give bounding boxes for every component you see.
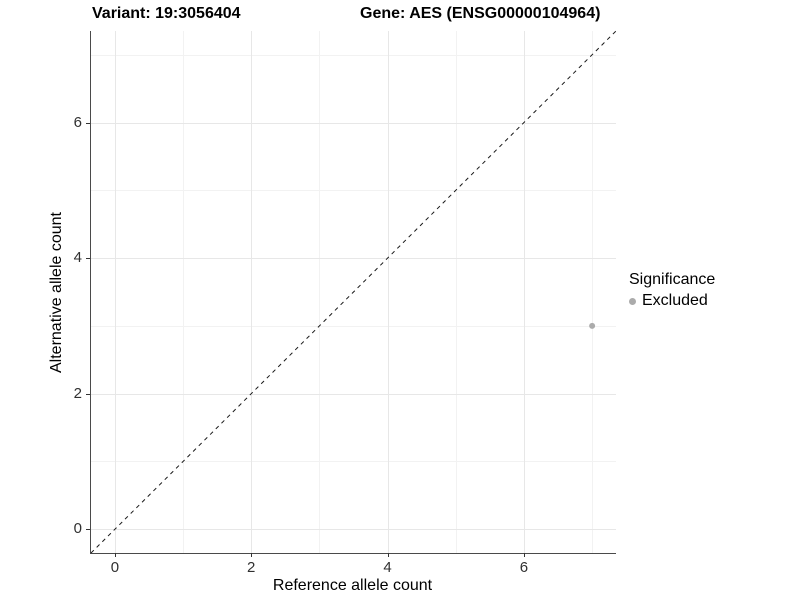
page-title-variant: Variant: 19:3056404: [92, 5, 241, 22]
legend-key-dot: [629, 297, 636, 305]
gridline-y-major: [91, 258, 616, 260]
y-axis-tick: [86, 529, 90, 531]
x-axis-tick-label: 4: [383, 559, 392, 576]
data-point: [589, 322, 596, 329]
gridline-x-minor: [455, 31, 457, 553]
x-axis-tick-label: 6: [519, 559, 529, 576]
y-axis-tick: [86, 393, 90, 395]
gridline-x-major: [114, 31, 116, 553]
y-axis-tick-label: 2: [73, 384, 82, 402]
y-axis-tick: [86, 258, 90, 260]
x-axis-tick: [251, 553, 253, 557]
x-axis-title: Reference allele count: [272, 577, 433, 594]
y-axis-tick-label: 6: [73, 113, 82, 131]
x-axis-tick: [387, 553, 389, 557]
y-axis-title-text: Alternative allele count: [48, 211, 65, 373]
legend-title: Significance: [629, 271, 716, 288]
legend-item: Excluded: [629, 292, 715, 310]
gridline-y-major: [91, 122, 616, 124]
legend-item-label: Excluded: [642, 292, 708, 309]
gridline-y-minor: [91, 54, 616, 56]
page-title-gene: Gene: AES (ENSG00000104964): [360, 5, 601, 22]
x-axis-tick: [114, 553, 116, 557]
gridline-x-major: [251, 31, 253, 553]
gridline-x-major: [387, 31, 389, 553]
gridline-x-minor: [592, 31, 594, 553]
y-axis-title: Alternative allele count: [46, 31, 68, 553]
gridline-y-minor: [91, 461, 616, 463]
x-axis-tick-label: 0: [110, 559, 120, 576]
identity-line: [90, 30, 617, 554]
gridline-x-minor: [319, 31, 321, 553]
legend: Significance Excluded: [629, 271, 715, 310]
y-axis-tick-label: 4: [73, 249, 82, 267]
chart-canvas: [90, 30, 617, 554]
gridline-y-major: [91, 393, 616, 395]
gridline-y-major: [91, 529, 616, 531]
y-axis-tick: [86, 122, 90, 124]
gridline-y-minor: [91, 190, 616, 192]
plot-panel: 0 2 4 6 0 2 4 6: [74, 30, 617, 576]
gridline-x-major: [523, 31, 525, 553]
x-axis-tick-label: 2: [247, 559, 256, 576]
gridline-x-minor: [183, 31, 185, 553]
y-axis-tick-label: 0: [73, 520, 82, 538]
gridline-y-minor: [91, 325, 616, 327]
x-axis-tick: [523, 553, 525, 557]
